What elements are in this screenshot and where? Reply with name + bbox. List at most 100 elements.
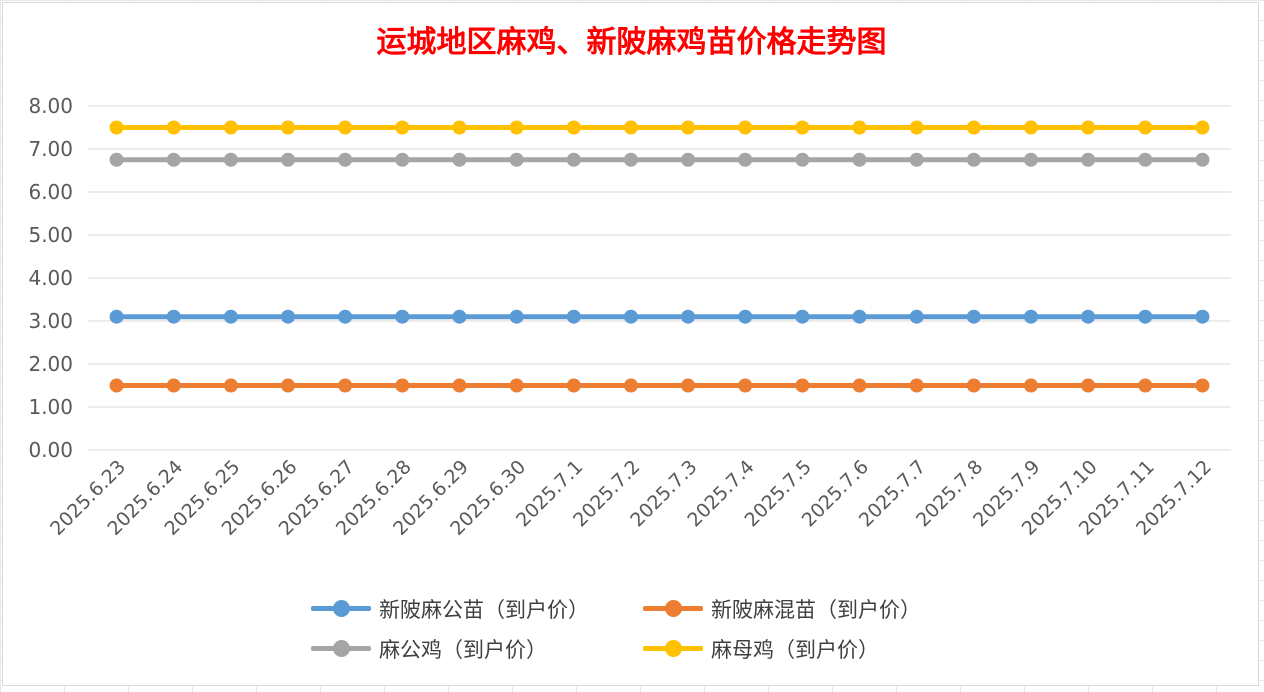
chart-title: 运城地区麻鸡、新陂麻鸡苗价格走势图 <box>376 25 887 60</box>
data-point <box>1195 309 1210 324</box>
data-point <box>281 378 296 393</box>
data-point <box>738 120 753 135</box>
legend-label: 新陂麻公苗（到户价） <box>379 598 589 622</box>
data-point <box>338 152 353 167</box>
data-point <box>338 309 353 324</box>
legend-swatch <box>311 594 371 624</box>
data-point <box>281 309 296 324</box>
data-point <box>623 309 638 324</box>
data-point <box>909 120 924 135</box>
legend-item[interactable]: 麻母鸡（到户价） <box>643 634 879 664</box>
data-point <box>623 378 638 393</box>
data-point <box>909 309 924 324</box>
data-point <box>1081 309 1096 324</box>
data-point <box>223 309 238 324</box>
legend-item[interactable]: 新陂麻公苗（到户价） <box>311 594 589 624</box>
data-point <box>966 120 981 135</box>
data-point <box>223 120 238 135</box>
y-tick-label: 1.00 <box>28 395 73 419</box>
data-point <box>852 152 867 167</box>
legend-label: 麻母鸡（到户价） <box>711 638 879 662</box>
data-point <box>109 378 124 393</box>
data-point <box>395 120 410 135</box>
data-point <box>338 120 353 135</box>
data-point <box>1023 378 1038 393</box>
data-point <box>966 152 981 167</box>
data-point <box>1138 309 1153 324</box>
data-point <box>1023 120 1038 135</box>
data-point <box>795 152 810 167</box>
data-point <box>681 378 696 393</box>
data-point <box>452 309 467 324</box>
data-point <box>681 309 696 324</box>
legend-marker <box>665 600 682 617</box>
data-point <box>852 120 867 135</box>
y-tick-label: 5.00 <box>28 223 73 247</box>
data-point <box>281 152 296 167</box>
data-point <box>1138 120 1153 135</box>
data-point <box>795 120 810 135</box>
data-point <box>166 309 181 324</box>
data-point <box>909 378 924 393</box>
data-point <box>909 152 924 167</box>
data-point <box>1195 120 1210 135</box>
legend-label: 麻公鸡（到户价） <box>379 638 547 662</box>
data-point <box>509 152 524 167</box>
legend-marker <box>333 600 350 617</box>
data-point <box>281 120 296 135</box>
data-point <box>623 152 638 167</box>
data-point <box>452 152 467 167</box>
data-point <box>566 152 581 167</box>
data-point <box>109 120 124 135</box>
data-point <box>566 120 581 135</box>
legend-swatch <box>643 594 703 624</box>
data-point <box>966 378 981 393</box>
y-tick-label: 7.00 <box>28 137 73 161</box>
data-point <box>1023 152 1038 167</box>
data-point <box>1023 309 1038 324</box>
data-point <box>1195 152 1210 167</box>
data-point <box>738 378 753 393</box>
legend-label: 新陂麻混苗（到户价） <box>711 598 921 622</box>
legend-marker <box>665 640 682 657</box>
data-point <box>395 152 410 167</box>
data-point <box>166 120 181 135</box>
data-point <box>738 309 753 324</box>
y-tick-label: 3.00 <box>28 309 73 333</box>
legend-item[interactable]: 麻公鸡（到户价） <box>311 634 547 664</box>
legend-marker <box>333 640 350 657</box>
data-point <box>566 309 581 324</box>
data-point <box>795 378 810 393</box>
data-point <box>452 378 467 393</box>
data-point <box>395 309 410 324</box>
data-point <box>1081 120 1096 135</box>
data-point <box>109 309 124 324</box>
y-tick-label: 0.00 <box>28 438 73 462</box>
y-tick-label: 4.00 <box>28 266 73 290</box>
data-point <box>338 378 353 393</box>
legend-swatch <box>643 634 703 664</box>
data-point <box>852 309 867 324</box>
data-point <box>223 378 238 393</box>
data-point <box>681 152 696 167</box>
data-point <box>166 378 181 393</box>
chart-legend[interactable]: 新陂麻公苗（到户价） 新陂麻混苗（到户价） 麻公鸡（到户价） 麻母鸡（到户价） <box>3 588 1260 678</box>
data-point <box>738 152 753 167</box>
data-point <box>966 309 981 324</box>
data-point <box>509 120 524 135</box>
data-point <box>681 120 696 135</box>
plot-area: 0.001.002.003.004.005.006.007.008.002025… <box>28 94 1231 540</box>
data-point <box>1138 152 1153 167</box>
legend-item[interactable]: 新陂麻混苗（到户价） <box>643 594 921 624</box>
data-point <box>1138 378 1153 393</box>
data-point <box>509 309 524 324</box>
data-point <box>166 152 181 167</box>
data-point <box>623 120 638 135</box>
data-point <box>223 152 238 167</box>
y-tick-label: 2.00 <box>28 352 73 376</box>
data-point <box>452 120 467 135</box>
legend-swatch <box>311 634 371 664</box>
data-point <box>109 152 124 167</box>
y-tick-label: 6.00 <box>28 180 73 204</box>
